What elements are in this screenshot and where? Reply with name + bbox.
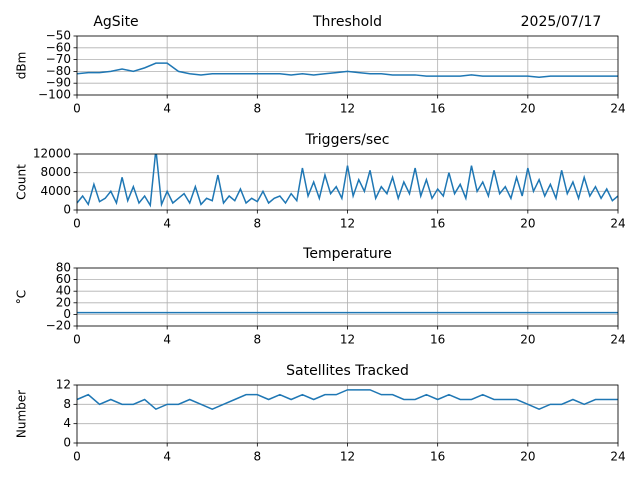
- x-tick-label: 24: [610, 333, 625, 347]
- site-label: AgSite: [93, 14, 138, 30]
- y-tick-label: 12: [56, 378, 71, 392]
- y-tick-label: 0: [63, 203, 71, 217]
- x-tick-label: 16: [430, 102, 445, 116]
- x-tick-label: 12: [340, 450, 355, 464]
- y-tick-label: 4000: [40, 184, 71, 198]
- x-tick-label: 20: [520, 102, 535, 116]
- y-tick-label: 0: [63, 307, 71, 321]
- x-tick-label: 24: [610, 102, 625, 116]
- x-tick-label: 16: [430, 333, 445, 347]
- y-tick-label: −20: [46, 319, 71, 333]
- y-axis-label: dBm: [15, 52, 29, 80]
- y-tick-label: 8: [63, 397, 71, 411]
- y-tick-label: −70: [46, 52, 71, 66]
- x-tick-label: 20: [520, 450, 535, 464]
- y-tick-label: −100: [38, 88, 71, 102]
- x-tick-label: 4: [163, 450, 171, 464]
- y-tick-label: −50: [46, 29, 71, 43]
- x-tick-label: 0: [73, 450, 81, 464]
- x-tick-label: 4: [163, 217, 171, 231]
- x-tick-label: 8: [254, 102, 262, 116]
- x-tick-label: 20: [520, 333, 535, 347]
- y-tick-label: 0: [63, 436, 71, 450]
- x-tick-label: 8: [254, 333, 262, 347]
- x-tick-label: 12: [340, 102, 355, 116]
- y-tick-label: −60: [46, 40, 71, 54]
- x-tick-label: 24: [610, 217, 625, 231]
- y-tick-label: 4: [63, 416, 71, 430]
- x-tick-label: 0: [73, 217, 81, 231]
- y-tick-label: 40: [56, 284, 71, 298]
- data-line: [77, 62, 618, 79]
- data-line: [77, 389, 618, 411]
- x-tick-label: 8: [254, 217, 262, 231]
- plot-area: [77, 154, 618, 208]
- chart-title: Satellites Tracked: [286, 363, 409, 379]
- x-tick-label: 16: [430, 450, 445, 464]
- chart-title: Threshold: [312, 14, 382, 30]
- y-tick-label: 80: [56, 261, 71, 275]
- y-axis-label: Count: [15, 164, 29, 200]
- y-axis-label: °C: [15, 290, 29, 304]
- y-tick-label: −90: [46, 76, 71, 90]
- x-tick-label: 4: [163, 102, 171, 116]
- x-tick-label: 20: [520, 217, 535, 231]
- x-tick-label: 4: [163, 333, 171, 347]
- y-tick-label: −80: [46, 64, 71, 78]
- x-tick-label: 0: [73, 333, 81, 347]
- x-tick-label: 16: [430, 217, 445, 231]
- y-tick-label: 20: [56, 295, 71, 309]
- y-tick-label: 60: [56, 272, 71, 286]
- y-tick-label: 12000: [33, 147, 71, 161]
- chart-title: Temperature: [302, 246, 392, 262]
- data-line: [77, 154, 618, 208]
- date-label: 2025/07/17: [521, 14, 602, 30]
- x-tick-label: 0: [73, 102, 81, 116]
- x-tick-label: 24: [610, 450, 625, 464]
- chart-title: Triggers/sec: [305, 132, 390, 148]
- x-tick-label: 12: [340, 333, 355, 347]
- x-tick-label: 12: [340, 217, 355, 231]
- plot-area: [77, 389, 618, 411]
- x-tick-label: 8: [254, 450, 262, 464]
- plot-area: [77, 62, 618, 79]
- y-tick-label: 8000: [40, 165, 71, 179]
- y-axis-label: Number: [15, 390, 29, 438]
